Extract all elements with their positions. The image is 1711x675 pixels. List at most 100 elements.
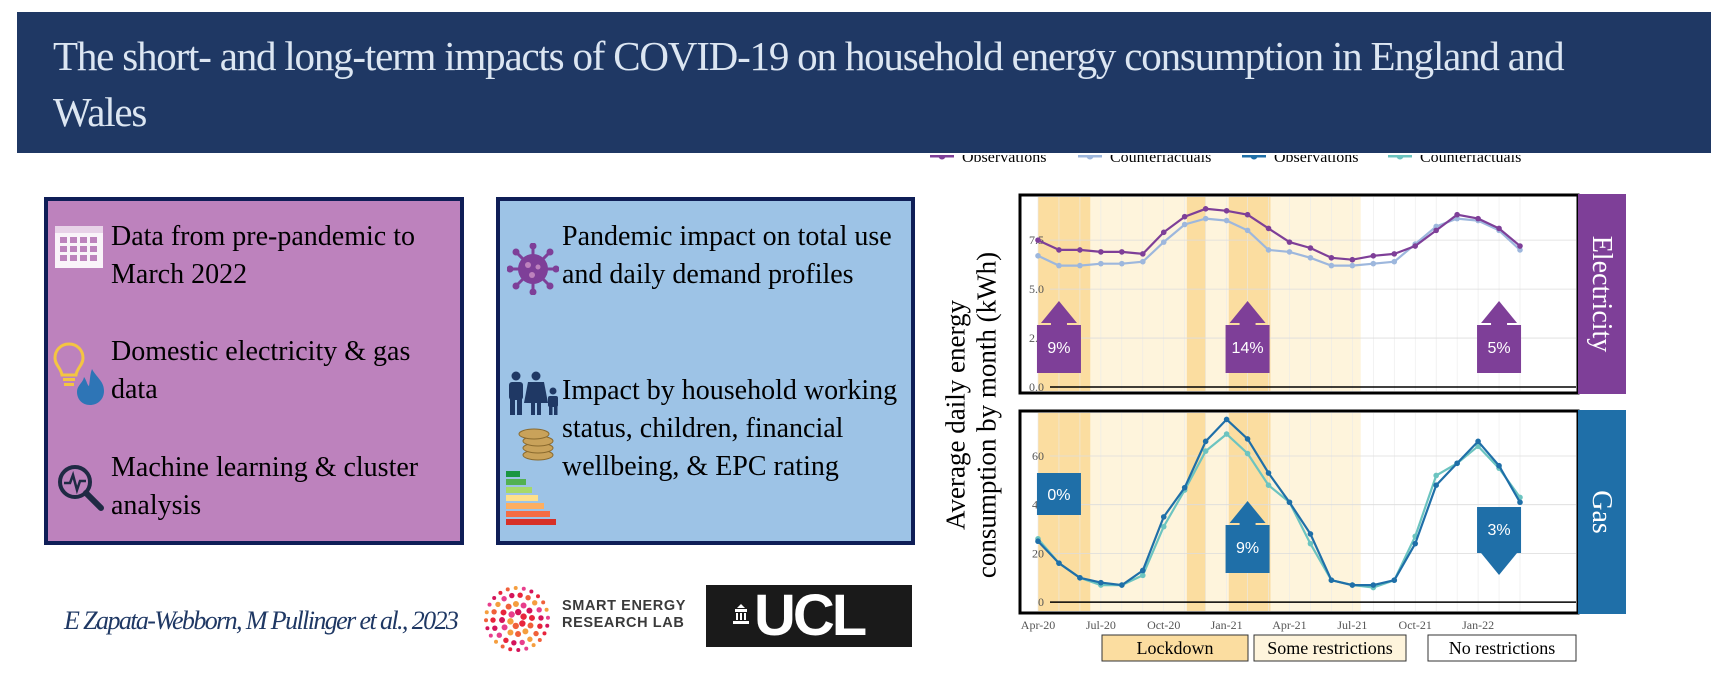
- series-point: [1077, 574, 1083, 581]
- serl-logo-dot: [500, 609, 507, 616]
- serl-logo-dot: [485, 626, 490, 631]
- legend-label: Observations: [1274, 155, 1358, 166]
- y-tick-label: 0.0: [1029, 380, 1044, 394]
- series-point: [1056, 560, 1062, 566]
- right-info-box: Pandemic impact on total use and daily d…: [496, 197, 915, 545]
- arrow-up-neck: [1239, 522, 1256, 525]
- y-tick-label: 5.0: [1029, 282, 1044, 296]
- serl-logo-dot: [508, 647, 513, 652]
- series-point: [1307, 254, 1314, 261]
- series-point: [1286, 239, 1293, 245]
- serl-logo-dot: [500, 644, 505, 649]
- serl-logo-dot: [512, 601, 519, 608]
- y-axis-label-line: consumption by month (kWh): [972, 252, 1002, 578]
- series-point: [1349, 582, 1356, 588]
- serl-logo-dot: [499, 617, 506, 624]
- left-info-box: Data from pre-pandemic to March 2022 Dom…: [44, 197, 464, 545]
- series-point: [1119, 260, 1125, 267]
- series-point: [1433, 227, 1439, 234]
- serl-logo-dot: [487, 602, 492, 607]
- impact-percentage-label: 5%: [1487, 340, 1510, 357]
- panel-strip-label: Electricity: [1586, 236, 1617, 353]
- author-citation: E Zapata-Webborn, M Pullinger et al., 20…: [64, 606, 459, 635]
- restriction-legend-box: [1253, 634, 1407, 662]
- x-tick-label: Oct-21: [1399, 618, 1432, 632]
- serl-logo-dot: [520, 602, 527, 609]
- x-tick-label: Jan-21: [1211, 618, 1243, 632]
- restriction-band: [1186, 197, 1206, 391]
- right-item-impact-profiles: Pandemic impact on total use and daily d…: [562, 221, 892, 290]
- series-point: [1496, 225, 1502, 232]
- serl-logo-dot: [517, 592, 523, 598]
- series-point: [1412, 243, 1419, 249]
- series-point: [1286, 499, 1293, 506]
- restriction-band: [1270, 197, 1361, 391]
- virus-icon: [507, 243, 559, 295]
- series-point: [1160, 523, 1167, 530]
- series-point: [1370, 582, 1377, 588]
- series-point: [1454, 211, 1460, 218]
- restriction-legend-label: Some restrictions: [1267, 638, 1392, 658]
- arrow-up-head: [1229, 501, 1266, 523]
- serl-logo-dot: [512, 622, 519, 630]
- x-tick-label: Apr-21: [1272, 618, 1306, 632]
- series-point: [1139, 567, 1146, 574]
- series-point: [1077, 247, 1083, 253]
- panel-strip: [1578, 410, 1626, 614]
- arrow-up-neck: [1491, 322, 1508, 325]
- serl-logo-dot: [513, 586, 518, 591]
- arrow-up-head: [1481, 301, 1518, 323]
- series-point: [1517, 499, 1523, 506]
- impact-percentage-label: 3%: [1487, 522, 1510, 539]
- series-point: [1349, 256, 1356, 263]
- serl-logo-dot: [519, 620, 526, 627]
- serl-logo-dot: [536, 607, 542, 613]
- series-point: [1202, 206, 1209, 212]
- series-point: [1035, 237, 1041, 243]
- y-tick-label: 20: [1032, 546, 1044, 560]
- ucl-logo: UCL: [706, 585, 912, 647]
- series-point: [1349, 262, 1356, 269]
- serl-logo-dot: [515, 630, 522, 637]
- legend-marker: [1086, 155, 1094, 160]
- series-point: [1328, 262, 1335, 269]
- y-tick-label: 0: [1038, 595, 1044, 609]
- ucl-portico-icon: [733, 604, 749, 624]
- series-point: [1160, 229, 1167, 236]
- series-point: [1244, 450, 1251, 457]
- serl-logo-dot: [542, 631, 547, 636]
- arrow-up-body: [1477, 325, 1522, 373]
- serl-logo-dot: [535, 594, 540, 599]
- serl-logo-dot: [496, 632, 502, 638]
- serl-logo-dot: [509, 592, 515, 599]
- legend-label: Counterfactuals: [1110, 155, 1211, 166]
- arrow-up-neck: [1050, 322, 1067, 325]
- arrow-up-body: [1036, 325, 1081, 373]
- series-point: [1517, 243, 1523, 249]
- header-banner: The short- and long-term impacts of COVI…: [17, 12, 1711, 153]
- panel-strip-label: Gas: [1586, 490, 1617, 534]
- serl-logo-dot: [537, 623, 543, 629]
- series-point: [1370, 260, 1377, 267]
- restriction-band: [1270, 413, 1361, 611]
- series-point: [1181, 221, 1188, 228]
- x-tick-label: Apr-20: [1021, 618, 1055, 632]
- serl-logo-dot: [528, 614, 535, 621]
- page-title: The short- and long-term impacts of COVI…: [53, 33, 1565, 135]
- legend-label: Counterfactuals: [1420, 155, 1521, 166]
- series-point: [1160, 239, 1167, 245]
- serl-logo-dot: [521, 586, 526, 591]
- energy-consumption-chart: Observations Counterfactuals Observations C…: [930, 155, 1626, 662]
- serl-logo-dot: [537, 637, 542, 642]
- series-point: [1307, 540, 1314, 547]
- family-coins-epc-icon: [506, 371, 558, 525]
- series-point: [1181, 213, 1188, 220]
- series-point: [1119, 582, 1125, 588]
- impact-percentage-label: 9%: [1236, 540, 1259, 557]
- legend-marker: [1396, 155, 1404, 160]
- arrow-up-body: [1225, 325, 1270, 373]
- serl-logo-text: SMART ENERGY RESEARCH LAB: [562, 598, 712, 632]
- serl-logo-dot: [525, 595, 531, 601]
- calendar-icon: [55, 226, 103, 268]
- serl-logo-dot: [505, 587, 510, 592]
